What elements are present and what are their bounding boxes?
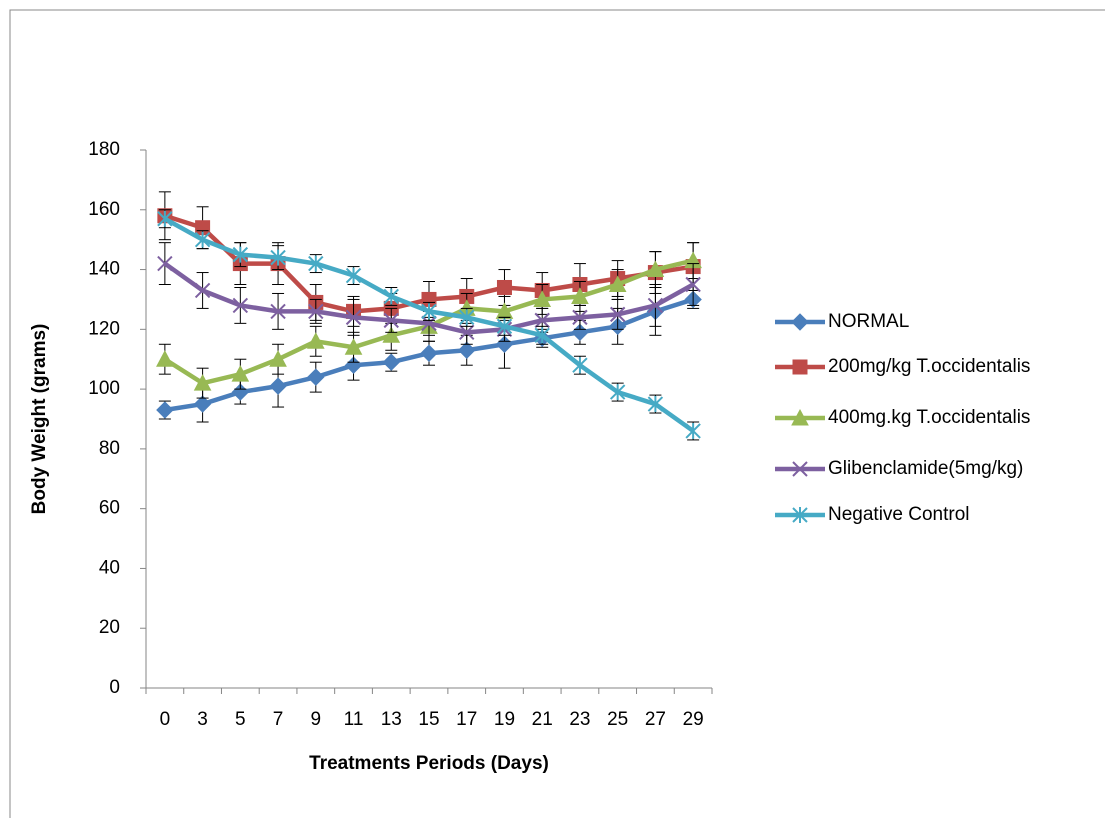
x-tick-label: 21 bbox=[532, 709, 553, 730]
y-axis-title: Body Weight (grams) bbox=[29, 324, 50, 515]
x-tick-label: 19 bbox=[494, 709, 515, 730]
data-point bbox=[270, 303, 286, 320]
y-tick-label: 80 bbox=[99, 438, 120, 459]
data-point bbox=[193, 374, 212, 391]
data-point bbox=[383, 288, 399, 305]
data-point bbox=[382, 326, 401, 343]
data-point bbox=[534, 312, 550, 329]
chart-frame bbox=[9, 9, 1105, 818]
data-point bbox=[308, 303, 324, 320]
data-point bbox=[534, 327, 550, 344]
data-point bbox=[269, 377, 287, 395]
data-point bbox=[382, 353, 400, 371]
legend-marker bbox=[792, 461, 808, 477]
y-tick-label: 100 bbox=[88, 378, 120, 399]
legend-label: Negative Control bbox=[828, 504, 970, 525]
data-point bbox=[609, 384, 626, 401]
data-point bbox=[344, 338, 363, 355]
legend-label: NORMAL bbox=[828, 311, 909, 332]
data-point bbox=[420, 344, 438, 362]
x-tick-label: 3 bbox=[197, 709, 208, 730]
data-point bbox=[308, 255, 324, 272]
y-tick-label: 140 bbox=[88, 259, 120, 280]
y-tick-label: 0 bbox=[109, 677, 120, 698]
data-point bbox=[533, 290, 552, 307]
y-tick-label: 60 bbox=[99, 498, 120, 519]
legend-item: Glibenclamide(5mg/kg) bbox=[775, 458, 1023, 479]
data-point bbox=[270, 249, 286, 266]
x-axis-title: Treatments Periods (Days) bbox=[309, 753, 549, 774]
legend-marker bbox=[791, 313, 809, 331]
data-point bbox=[193, 395, 212, 413]
data-point bbox=[232, 246, 249, 263]
x-tick-label: 5 bbox=[235, 709, 246, 730]
data-point bbox=[572, 357, 588, 374]
data-point bbox=[647, 297, 664, 314]
x-tick-label: 11 bbox=[344, 709, 364, 730]
data-point bbox=[685, 276, 701, 293]
data-point bbox=[157, 210, 173, 227]
data-point bbox=[156, 401, 174, 419]
data-point bbox=[459, 309, 475, 326]
legend-marker bbox=[792, 507, 808, 523]
legend-item: 400mg.kg T.occidentalis bbox=[775, 407, 1030, 428]
x-tick-label: 23 bbox=[569, 709, 590, 730]
x-tick-label: 13 bbox=[381, 709, 402, 730]
data-point bbox=[157, 255, 173, 272]
x-tick-label: 7 bbox=[273, 709, 284, 730]
data-point bbox=[194, 231, 211, 248]
data-point bbox=[646, 260, 665, 278]
legend-label: 400mg.kg T.occidentalis bbox=[828, 407, 1030, 428]
legend-item: Negative Control bbox=[775, 504, 970, 525]
y-tick-label: 120 bbox=[88, 318, 120, 339]
data-point bbox=[345, 309, 362, 326]
legend-item: 200mg/kg T.occidentalis bbox=[775, 356, 1030, 377]
legend-marker bbox=[791, 408, 809, 426]
data-point bbox=[685, 422, 701, 439]
data-point bbox=[345, 267, 362, 284]
data-point bbox=[572, 309, 588, 326]
data-point bbox=[571, 287, 589, 304]
data-point bbox=[269, 350, 287, 367]
data-point bbox=[306, 332, 325, 349]
data-point bbox=[307, 368, 325, 386]
data-point bbox=[647, 396, 664, 413]
x-tick-label: 9 bbox=[311, 709, 322, 730]
data-point bbox=[421, 303, 437, 320]
data-point bbox=[194, 282, 211, 299]
data-point bbox=[459, 324, 475, 341]
y-tick-label: 160 bbox=[88, 199, 120, 220]
data-point bbox=[608, 275, 627, 292]
y-tick-label: 20 bbox=[99, 617, 120, 638]
x-tick-label: 0 bbox=[160, 709, 171, 730]
data-point bbox=[496, 318, 513, 335]
x-tick-label: 29 bbox=[683, 709, 704, 730]
legend-label: Glibenclamide(5mg/kg) bbox=[828, 458, 1023, 479]
x-tick-label: 25 bbox=[607, 709, 628, 730]
legend-item: NORMAL bbox=[775, 311, 909, 332]
legend-label: 200mg/kg T.occidentalis bbox=[828, 356, 1030, 377]
y-tick-label: 180 bbox=[88, 139, 120, 160]
data-point bbox=[232, 297, 249, 314]
data-point bbox=[609, 306, 626, 323]
x-tick-label: 15 bbox=[418, 709, 439, 730]
x-tick-label: 27 bbox=[645, 709, 666, 730]
y-tick-label: 40 bbox=[99, 557, 120, 578]
data-point bbox=[496, 279, 512, 295]
data-point bbox=[156, 350, 174, 367]
data-point bbox=[421, 315, 437, 332]
x-tick-label: 17 bbox=[456, 709, 477, 730]
legend-marker bbox=[792, 359, 808, 375]
data-point bbox=[231, 365, 250, 382]
data-point bbox=[458, 341, 476, 359]
data-point bbox=[383, 312, 399, 329]
